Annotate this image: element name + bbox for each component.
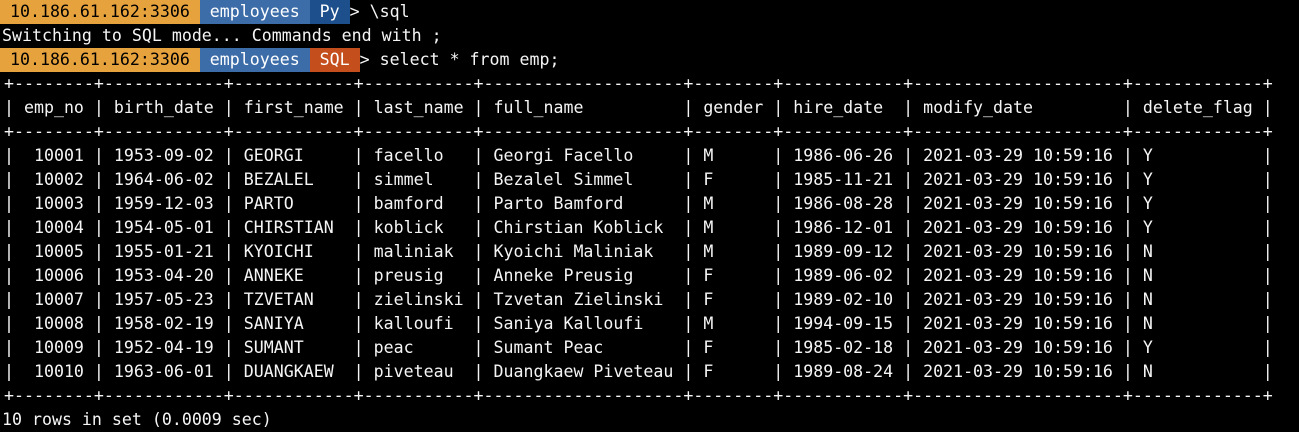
result-footer: 10 rows in set (0.0009 sec) — [2, 410, 272, 429]
typed-command-sql-switch: \sql — [369, 2, 410, 21]
prompt-line-py: 10.186.61.162:3306 employees Py > \sql — [0, 0, 1299, 24]
query-result-table: +--------+------------+------------+----… — [4, 74, 1273, 405]
prompt-arrow: > — [359, 50, 370, 69]
schema-badge: employees — [199, 48, 310, 72]
prompt-arrow: > — [349, 2, 360, 21]
mode-badge-sql: SQL — [309, 48, 360, 72]
mode-label: Py — [319, 2, 340, 21]
prompt-line-sql: 10.186.61.162:3306 employees SQL > select *… — [0, 48, 1299, 72]
mode-label: SQL — [319, 50, 350, 69]
typed-command-select-query: select * from emp; — [379, 50, 560, 69]
host-address: 10.186.61.162:3306 — [9, 50, 190, 69]
schema-name: employees — [209, 2, 300, 21]
schema-badge: employees — [199, 0, 310, 24]
mode-switch-message: Switching to SQL mode... Commands end wi… — [2, 26, 442, 45]
schema-name: employees — [209, 50, 300, 69]
host-badge: 10.186.61.162:3306 — [0, 0, 200, 24]
host-address: 10.186.61.162:3306 — [9, 2, 190, 21]
host-badge: 10.186.61.162:3306 — [0, 48, 200, 72]
mode-badge-py: Py — [309, 0, 350, 24]
